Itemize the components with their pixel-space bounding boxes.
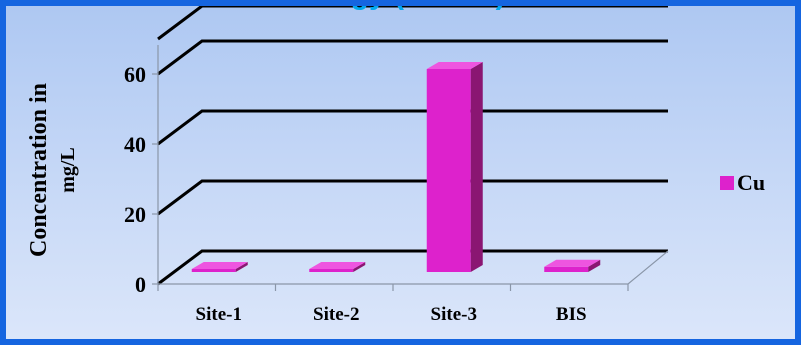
bar-front	[426, 69, 471, 272]
axes	[152, 45, 669, 291]
y-tick-labels: 0 20 40 60	[124, 62, 146, 297]
bar-top	[544, 259, 601, 267]
legend-swatch	[720, 176, 734, 190]
x-tick-label: Site-1	[196, 304, 242, 325]
x-tick-label: Site-2	[313, 304, 359, 325]
bar-front	[191, 269, 236, 272]
y-tick-label: 0	[135, 272, 146, 297]
bar-top	[309, 262, 366, 269]
bar-site-1	[191, 262, 248, 272]
y-tick-label: 40	[124, 132, 146, 157]
legend-label: Cu	[737, 170, 765, 195]
x-tick-label: Site-3	[431, 304, 477, 325]
bar-side	[235, 262, 248, 272]
gridlines	[157, 6, 668, 286]
bars	[191, 62, 601, 272]
y-tick-label: 60	[124, 62, 146, 87]
bar-top	[426, 62, 483, 69]
bar-site-3	[426, 62, 483, 272]
y-axis-title-line2: mg/L	[57, 147, 79, 193]
bar-side	[353, 262, 366, 272]
y-axis-title-line1: Concentration in	[26, 83, 52, 257]
bar-side	[588, 259, 601, 272]
gridline	[157, 6, 668, 41]
bar-bis	[544, 259, 601, 272]
chart-title-partial: ...ogy (...........)	[6, 6, 795, 12]
y-tick-label: 20	[124, 202, 146, 227]
bar-site-2	[309, 262, 366, 272]
gridline	[157, 39, 668, 76]
x-tick-labels: Site-1 Site-2 Site-3 BIS	[196, 304, 587, 325]
gridline	[157, 249, 668, 286]
bar-side	[470, 62, 483, 272]
bar-front	[544, 266, 589, 272]
y-axis-label: Concentration in mg/L	[26, 83, 79, 257]
x-tick-label: BIS	[556, 304, 587, 325]
legend: Cu	[720, 170, 765, 195]
bar-top	[191, 262, 248, 269]
gridline	[157, 179, 668, 216]
bar-front	[309, 269, 354, 272]
gridline	[157, 109, 668, 146]
